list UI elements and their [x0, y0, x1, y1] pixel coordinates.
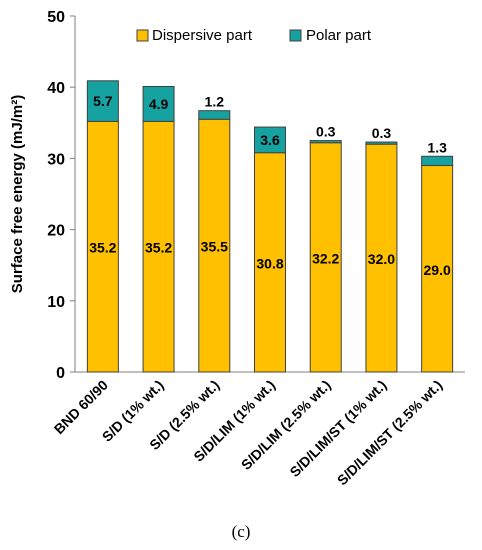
legend-label-polar: Polar part [306, 27, 372, 44]
y-axis-label: Surface free energy (mJ/m²) [9, 95, 26, 293]
data-label-polar: 1.3 [427, 139, 447, 155]
legend-label-dispersive: Dispersive part [152, 27, 253, 44]
bars: 35.2 5.7 35.2 4.9 35.5 1.2 30.8 3.6 32.2 0.3 32.0 0… [86, 80, 454, 373]
bar-polar [86, 80, 119, 122]
data-label-dispersive: 32.2 [312, 250, 339, 266]
data-label-dispersive: 35.2 [89, 240, 116, 256]
y-tick-label: 0 [56, 365, 65, 382]
data-label-dispersive: 35.5 [201, 239, 228, 255]
y-tick-label: 30 [47, 151, 65, 168]
bar-dispersive [198, 118, 231, 373]
panel-label: (c) [0, 522, 482, 542]
panel-label-text: (c) [231, 522, 251, 541]
bar-dispersive [365, 143, 398, 373]
legend-swatch-polar [289, 29, 302, 42]
x-axis-tick-labels: BND 60/90S/D (1% wt.)S/D (2.5% wt.)S/D/L… [51, 377, 446, 489]
bar-polar [365, 141, 398, 145]
y-axis-ticks: 0 10 20 30 40 50 [47, 9, 75, 382]
data-label-polar: 1.2 [205, 94, 225, 110]
x-tick-label: S/D/LIM/ST (2.5% wt.) [334, 377, 445, 488]
y-tick-label: 10 [47, 294, 65, 311]
bar-dispersive [86, 120, 119, 373]
y-tick-label: 20 [47, 223, 65, 240]
y-tick-label: 40 [47, 80, 65, 97]
data-label-dispersive: 35.2 [145, 240, 172, 256]
data-label-dispersive: 29.0 [424, 262, 451, 278]
bar-polar [421, 155, 454, 167]
bar-polar [254, 126, 286, 154]
data-label-dispersive: 32.0 [368, 251, 395, 267]
data-label-dispersive: 30.8 [256, 255, 283, 271]
bar-dispersive [421, 165, 454, 373]
legend: Dispersive part Polar part [136, 27, 372, 44]
x-tick-label: S/D/LIM/ST (1% wt.) [286, 377, 389, 480]
bar-polar [142, 85, 175, 122]
bar-dispersive [142, 120, 175, 373]
data-label-polar: 3.6 [260, 132, 280, 148]
data-label-polar: 0.3 [372, 125, 392, 141]
bar-polar [309, 140, 342, 144]
data-label-polar: 4.9 [149, 96, 169, 112]
bar-polar [198, 110, 231, 120]
data-label-polar: 5.7 [93, 93, 113, 109]
y-tick-label: 50 [47, 9, 65, 26]
x-tick-label: BND 60/90 [51, 377, 111, 437]
bar-dispersive [309, 142, 342, 373]
data-label-polar: 0.3 [316, 124, 336, 140]
stacked-bar-chart: Surface free energy (mJ/m²) 01020304050 … [9, 9, 465, 489]
legend-swatch-dispersive [136, 29, 149, 42]
